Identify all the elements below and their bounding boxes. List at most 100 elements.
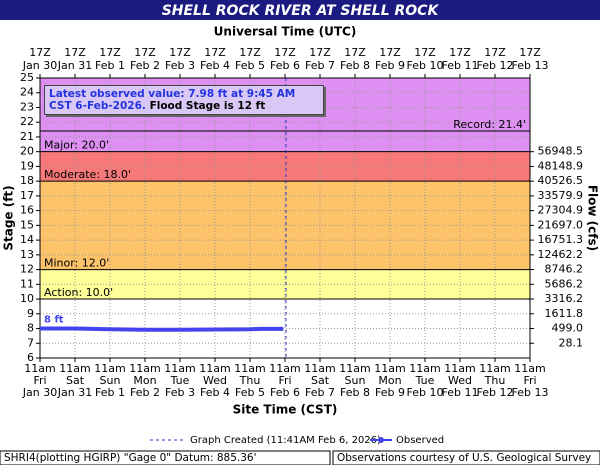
- y-tick-label: 18: [20, 174, 34, 187]
- x-tick-weekday: Fri: [278, 374, 291, 387]
- x-tick-time: 11am: [444, 362, 475, 375]
- x-tick-time: 11am: [339, 362, 370, 375]
- x-tick-weekday: Tue: [415, 374, 435, 387]
- top-tick-date: Feb 1: [95, 59, 125, 72]
- y-tick-label: 15: [20, 218, 34, 231]
- top-tick-time: 17Z: [414, 46, 436, 59]
- x-tick-date: Feb 12: [477, 386, 514, 399]
- top-tick-time: 17Z: [64, 46, 86, 59]
- y-tick-label: 25: [20, 71, 34, 84]
- x-tick-weekday: Tue: [170, 374, 190, 387]
- y-tick-label: 14: [20, 233, 34, 246]
- y-tick-label: 21: [20, 130, 34, 143]
- x-tick-weekday: Sun: [345, 374, 366, 387]
- x-tick-time: 11am: [304, 362, 335, 375]
- top-tick-date: Feb 3: [165, 59, 195, 72]
- x-tick-weekday: Sat: [311, 374, 330, 387]
- x-tick-weekday: Fri: [33, 374, 46, 387]
- plot-frame: [39, 77, 531, 359]
- y-tick-label: 16: [20, 204, 34, 217]
- top-tick-time: 17Z: [274, 46, 296, 59]
- x-tick-time: 11am: [514, 362, 545, 375]
- y-tick-label: 11: [20, 277, 34, 290]
- y2-axis-label: Flow (cfs): [586, 185, 600, 251]
- y-tick-label: 8: [27, 322, 34, 335]
- y2-tick-label: 1611.8: [545, 307, 584, 320]
- title-bar: [0, 0, 600, 20]
- y-tick-label: 23: [20, 100, 34, 113]
- top-tick-date: Jan 31: [57, 59, 92, 72]
- top-tick-time: 17Z: [99, 46, 121, 59]
- y-tick-label: 12: [20, 263, 34, 276]
- top-tick-time: 17Z: [519, 46, 541, 59]
- y2-tick-label: 56948.5: [538, 145, 584, 158]
- y2-tick-label: 21697.0: [538, 218, 584, 231]
- y-tick-label: 10: [20, 292, 34, 305]
- top-tick-date: Feb 7: [305, 59, 335, 72]
- legend-observed-dot: [378, 437, 384, 443]
- x-tick-weekday: Mon: [133, 374, 156, 387]
- top-tick-date: Feb 9: [375, 59, 405, 72]
- x-tick-date: Jan 30: [22, 386, 57, 399]
- y-tick-label: 20: [20, 145, 34, 158]
- x-tick-time: 11am: [129, 362, 160, 375]
- top-tick-date: Feb 11: [442, 59, 479, 72]
- x-tick-time: 11am: [409, 362, 440, 375]
- x-tick-date: Feb 13: [512, 386, 549, 399]
- y2-tick-label: 28.1: [559, 336, 584, 349]
- flood-label: Major: 20.0': [44, 139, 109, 152]
- x-tick-date: Feb 8: [340, 386, 370, 399]
- x-tick-date: Feb 1: [95, 386, 125, 399]
- y2-tick-label: 5686.2: [545, 277, 584, 290]
- x-tick-date: Jan 31: [57, 386, 92, 399]
- top-axis-label: Universal Time (UTC): [214, 25, 357, 39]
- y-tick-label: 24: [20, 86, 34, 99]
- y2-tick-label: 48148.9: [538, 159, 584, 172]
- y-tick-label: 17: [20, 189, 34, 202]
- top-tick-time: 17Z: [169, 46, 191, 59]
- x-tick-time: 11am: [374, 362, 405, 375]
- top-tick-time: 17Z: [449, 46, 471, 59]
- y2-tick-label: 12462.2: [538, 248, 584, 261]
- legend-created: Graph Created (11:41AM Feb 6, 2026): [190, 435, 381, 446]
- x-tick-time: 11am: [24, 362, 55, 375]
- record-label: Record: 21.4': [453, 118, 526, 131]
- y-tick-label: 19: [20, 159, 34, 172]
- top-tick-time: 17Z: [484, 46, 506, 59]
- x-tick-weekday: Wed: [448, 374, 472, 387]
- y-axis-label: Stage (ft): [2, 185, 16, 250]
- y2-tick-label: 27304.9: [538, 204, 584, 217]
- x-tick-weekday: Mon: [378, 374, 401, 387]
- x-tick-weekday: Thu: [239, 374, 261, 387]
- footer-left: SHRI4(plotting HGIRP) "Gage 0" Datum: 88…: [4, 452, 256, 464]
- x-tick-time: 11am: [59, 362, 90, 375]
- x-tick-time: 11am: [199, 362, 230, 375]
- y2-tick-label: 3316.2: [545, 292, 584, 305]
- footer-right: Observations courtesy of U.S. Geological…: [337, 452, 591, 464]
- x-tick-weekday: Thu: [484, 374, 506, 387]
- flood-label: Minor: 12.0': [44, 257, 109, 270]
- top-tick-time: 17Z: [344, 46, 366, 59]
- x-axis-label: Site Time (CST): [233, 403, 338, 417]
- top-tick-date: Feb 13: [512, 59, 549, 72]
- flood-label: Action: 10.0': [44, 286, 113, 299]
- top-tick-date: Feb 10: [407, 59, 444, 72]
- legend-observed: Observed: [396, 435, 444, 446]
- x-tick-date: Feb 6: [270, 386, 300, 399]
- top-tick-time: 17Z: [134, 46, 156, 59]
- x-tick-date: Feb 9: [375, 386, 405, 399]
- x-tick-time: 11am: [234, 362, 265, 375]
- x-tick-time: 11am: [94, 362, 125, 375]
- y2-tick-label: 33579.9: [538, 189, 584, 202]
- x-tick-date: Feb 2: [130, 386, 160, 399]
- y2-tick-label: 40526.5: [538, 174, 584, 187]
- x-tick-date: Feb 11: [442, 386, 479, 399]
- footer-right-box: [332, 450, 600, 465]
- footer-left-box: [0, 450, 331, 465]
- y2-tick-label: 16751.3: [538, 233, 584, 246]
- y2-tick-label: 499.0: [552, 322, 584, 335]
- top-tick-date: Feb 2: [130, 59, 160, 72]
- info-latest: Latest observed value: 7.98 ft at 9:45 A…: [49, 88, 296, 112]
- series-line: [40, 326, 284, 332]
